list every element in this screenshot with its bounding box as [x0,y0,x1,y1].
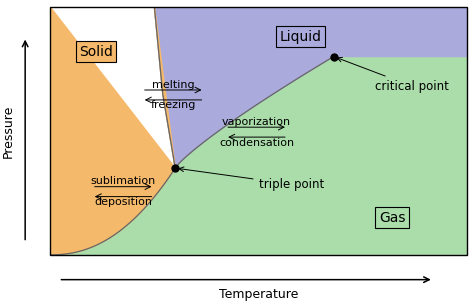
Text: deposition: deposition [94,197,152,207]
Polygon shape [50,7,175,255]
Text: condensation: condensation [219,138,294,147]
Polygon shape [50,57,467,255]
Text: Liquid: Liquid [279,30,321,44]
Text: critical point: critical point [337,57,449,93]
Text: sublimation: sublimation [91,176,156,186]
Text: melting: melting [152,80,194,90]
Text: Temperature: Temperature [219,288,298,301]
Text: vaporization: vaporization [222,117,291,127]
Text: Pressure: Pressure [2,104,15,158]
Polygon shape [155,7,467,168]
Text: Solid: Solid [79,45,113,58]
Text: triple point: triple point [179,167,324,191]
Text: freezing: freezing [150,100,196,110]
Text: Gas: Gas [379,211,405,225]
